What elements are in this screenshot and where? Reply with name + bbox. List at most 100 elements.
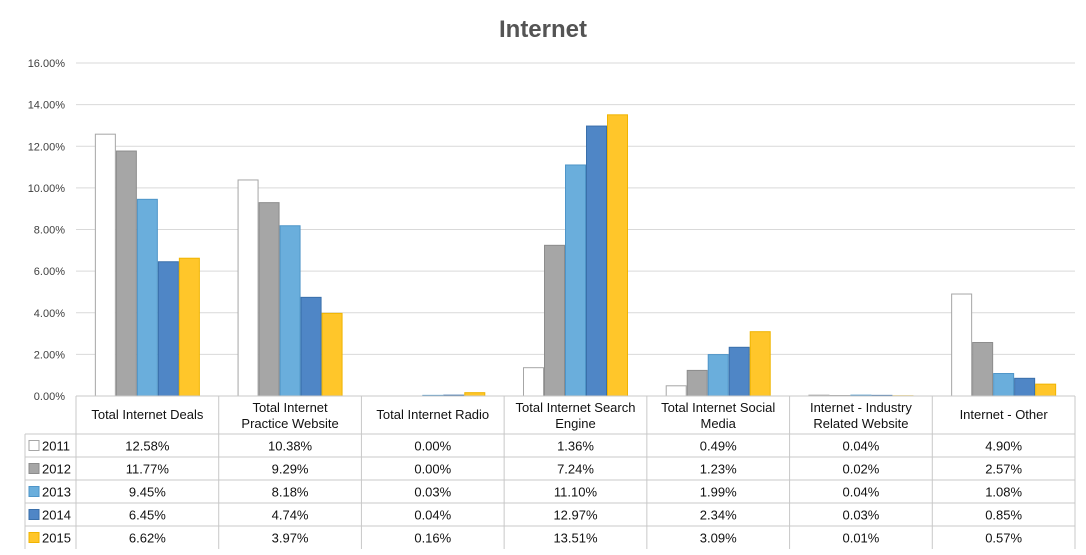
table-cell-2015-1: 6.62%	[129, 531, 166, 546]
bar-2014-2	[300, 296, 322, 397]
category-label: Total Internet Social Media	[661, 400, 775, 431]
bar-2012-2	[258, 202, 280, 397]
table-cell-2015-5: 3.09%	[700, 531, 737, 546]
data-table: Total Internet Deals Total Internet Practi…	[24, 395, 1076, 549]
table-cell-2013-6: 0.04%	[842, 485, 879, 500]
category-label: Internet - Other	[960, 407, 1049, 422]
table-cell-2015-4: 13.51%	[553, 531, 598, 546]
bar-2014-1	[157, 261, 179, 397]
table-cell-2011-3: 0.00%	[414, 439, 451, 454]
bar-2012-5	[686, 369, 708, 397]
bar-2012-7	[972, 342, 994, 397]
legend-key-2014	[28, 509, 40, 520]
table-cell-2015-7: 0.57%	[985, 531, 1022, 546]
table-cell-2013-2: 8.18%	[272, 485, 309, 500]
bar-2012-4	[544, 244, 565, 397]
table-cell-2012-3: 0.00%	[414, 462, 451, 477]
category-label-line: Media	[701, 416, 737, 431]
bars	[94, 114, 1057, 397]
y-tick-label: 0.00%	[34, 391, 65, 403]
table-cell-2015-6: 0.01%	[842, 531, 879, 546]
legend-label-2015: 2015	[42, 531, 71, 546]
bar-2014-7	[1014, 377, 1036, 397]
bar-2011-1	[94, 133, 116, 397]
bar-2015-2	[321, 312, 343, 397]
table-cell-2013-5: 1.99%	[700, 485, 737, 500]
bar-2015-5	[749, 331, 771, 397]
bar-2011-4	[523, 367, 544, 397]
category-label-line: Total Internet Search	[516, 400, 636, 415]
table-cell-2014-3: 0.04%	[414, 508, 451, 523]
category-label: Total Internet Search Engine	[516, 400, 636, 431]
category-label-line: Total Internet	[252, 400, 328, 415]
category-label-line: Total Internet Social	[661, 400, 775, 415]
category-label-line: Total Internet Radio	[376, 407, 489, 422]
legend-key-2012	[28, 463, 40, 474]
legend-label-2011: 2011	[42, 439, 70, 454]
legend-label-2014: 2014	[42, 508, 71, 523]
category-label-line: Internet - Other	[960, 407, 1049, 422]
chart-title: Internet	[499, 16, 587, 43]
category-label: Total Internet Practice Website	[241, 400, 338, 431]
table-cell-2012-6: 0.02%	[842, 462, 879, 477]
y-tick-label: 2.00%	[34, 349, 65, 361]
y-tick-label: 8.00%	[34, 225, 65, 237]
table-cell-2011-1: 12.58%	[125, 439, 170, 454]
bar-2011-7	[951, 293, 973, 397]
legend-label-2013: 2013	[42, 485, 71, 500]
bar-2014-4	[586, 125, 607, 397]
table-cell-2014-1: 6.45%	[129, 508, 166, 523]
table-cell-2014-2: 4.74%	[272, 508, 309, 523]
table-cell-2013-7: 1.08%	[985, 485, 1022, 500]
category-label-line: Total Internet Deals	[91, 407, 204, 422]
legend-key-2013	[28, 486, 40, 497]
table-cell-2011-4: 1.36%	[557, 439, 594, 454]
table-cell-2011-6: 0.04%	[842, 439, 879, 454]
bar-2011-2	[237, 179, 259, 397]
table-cell-2014-7: 0.85%	[985, 508, 1022, 523]
table-cell-2013-3: 0.03%	[414, 485, 451, 500]
table-cell-2014-5: 2.34%	[700, 508, 737, 523]
table-cell-2012-2: 9.29%	[272, 462, 309, 477]
table-cell-2015-2: 3.97%	[272, 531, 309, 546]
bar-2013-7	[993, 373, 1015, 397]
category-label-line: Practice Website	[241, 416, 338, 431]
y-tick-label: 6.00%	[34, 266, 65, 278]
table-cell-2013-1: 9.45%	[129, 485, 166, 500]
category-label: Total Internet Deals	[91, 407, 204, 422]
y-tick-label: 12.00%	[28, 141, 66, 153]
y-axis: 0.00% 2.00% 4.00% 6.00% 8.00% 10.00% 12.00% 14.…	[28, 58, 66, 403]
legend-key-2011	[28, 440, 40, 451]
table-cell-2014-4: 12.97%	[553, 508, 598, 523]
bar-2011-5	[665, 385, 687, 397]
table-cell-2014-6: 0.03%	[842, 508, 879, 523]
bar-2014-5	[728, 346, 750, 397]
category-label: Total Internet Radio	[376, 407, 489, 422]
category-label-line: Internet - Industry	[810, 400, 912, 415]
table-cell-2011-5: 0.49%	[700, 439, 737, 454]
category-label-line: Related Website	[813, 416, 908, 431]
category-label-line: Engine	[555, 416, 595, 431]
bar-2013-1	[136, 198, 158, 397]
bar-2013-2	[279, 225, 301, 397]
bar-2015-7	[1035, 383, 1057, 397]
table-cell-2012-4: 7.24%	[557, 462, 594, 477]
bar-2012-1	[115, 150, 137, 397]
category-label: Internet - Industry Related Website	[810, 400, 912, 431]
y-tick-label: 10.00%	[28, 183, 66, 195]
bar-2013-4	[565, 164, 586, 397]
bar-2015-4	[607, 114, 628, 397]
y-tick-label: 16.00%	[28, 58, 66, 70]
table-cell-2011-2: 10.38%	[268, 439, 313, 454]
bar-2013-5	[707, 354, 729, 397]
table-cell-2012-1: 11.77%	[126, 462, 170, 477]
legend-label-2012: 2012	[42, 462, 71, 477]
legend-key-2015	[28, 532, 40, 543]
table-cell-2011-7: 4.90%	[985, 439, 1022, 454]
table-cell-2015-3: 0.16%	[414, 531, 451, 546]
table-cell-2012-7: 2.57%	[985, 462, 1022, 477]
bar-2015-1	[178, 257, 200, 397]
y-tick-label: 14.00%	[28, 100, 66, 112]
